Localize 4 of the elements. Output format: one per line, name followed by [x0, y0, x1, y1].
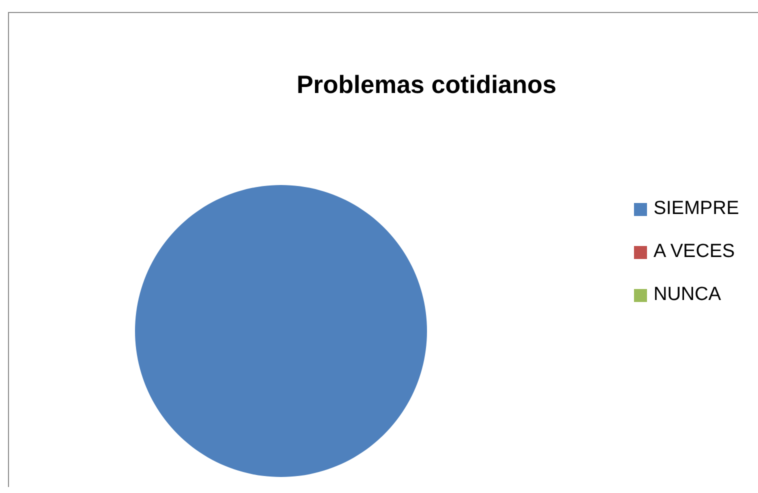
chart-title: Problemas cotidianos	[296, 71, 558, 100]
legend-label: SIEMPRE	[653, 198, 739, 220]
legend-label: NUNCA	[653, 284, 722, 306]
legend-label: A VECES	[653, 241, 735, 263]
